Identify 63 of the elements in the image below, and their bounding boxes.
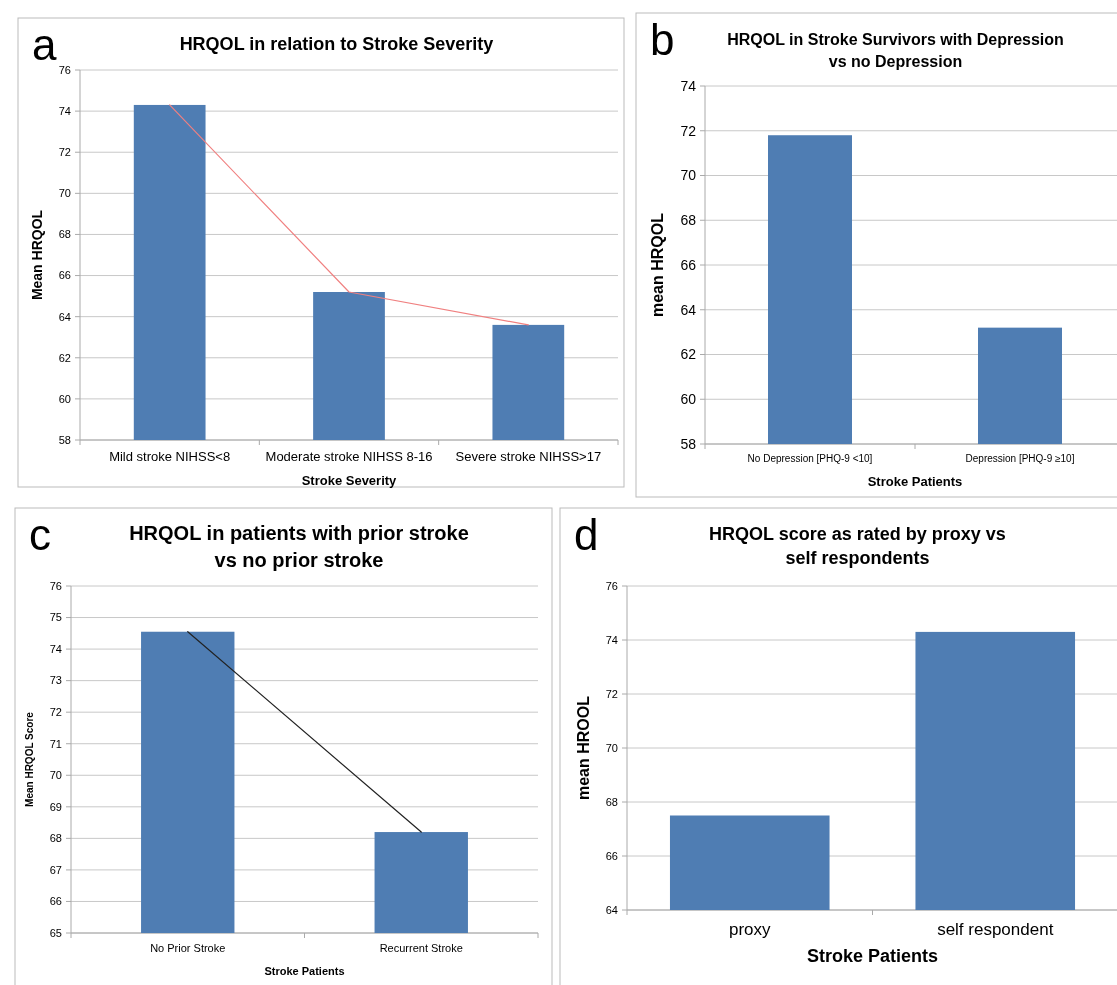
y-tick-label: 76 (58, 63, 71, 76)
y-axis-title: mean HRQOL (649, 212, 667, 318)
text: b (650, 15, 675, 64)
chart-title: HRQOL in Stroke Survivors with Depression vs no Depression (727, 31, 1064, 70)
y-tick-label: 74 (49, 642, 62, 655)
y-tick-label: 70 (680, 167, 697, 184)
x-tick-label: Severe stroke NIHSS>17 (455, 449, 602, 464)
y-tick-label: 60 (680, 391, 697, 408)
y-tick-label: 72 (58, 146, 71, 159)
y-tick-label: 76 (49, 579, 62, 592)
y-tick-label: 60 (58, 392, 71, 405)
y-tick-label: 70 (58, 187, 71, 200)
x-axis-title: Stroke Patients (867, 473, 963, 489)
x-tick-label: Moderate stroke NIHSS 8-16 (265, 449, 433, 464)
chart-title: HRQOL score as rated by proxy vs self respondents (709, 524, 1006, 569)
x-tick-label: self respondent (937, 920, 1054, 939)
text: a (32, 20, 57, 69)
x-tick-label: Mild stroke NIHSS<8 (109, 449, 231, 464)
x-axis-title: Stroke Severity (301, 472, 398, 488)
y-tick-label: 76 (605, 579, 618, 592)
y-tick-label: 66 (58, 269, 71, 282)
y-tick-label: 72 (680, 122, 697, 139)
y-tick-label: 71 (49, 737, 62, 750)
y-tick-label: 70 (605, 741, 618, 754)
y-tick-label: 67 (49, 863, 62, 876)
y-axis-title: mean HROOL (575, 695, 592, 801)
y-tick-label: 66 (49, 895, 62, 908)
y-axis-title: Mean HRQOL (29, 209, 45, 301)
x-axis-title: Stroke Patients (806, 945, 939, 966)
y-tick-label: 68 (58, 228, 71, 241)
y-tick-label: 68 (605, 795, 618, 808)
y-tick-label: 64 (605, 903, 618, 916)
x-tick-label: No Depression [PHQ-9 <10] (747, 453, 873, 464)
y-tick-label: 68 (49, 832, 62, 845)
x-axis-title: Stroke Patients (264, 964, 345, 977)
x-tick-label: No Prior Stroke (150, 942, 226, 954)
chart-title: HRQOL in patients with prior stroke vs no prior stroke (129, 522, 469, 571)
y-tick-label: 64 (680, 301, 697, 318)
x-tick-label: Recurrent Stroke (379, 942, 463, 954)
y-tick-label: 66 (680, 256, 697, 273)
y-tick-label: 58 (58, 433, 71, 446)
y-tick-label: 72 (49, 706, 62, 719)
y-tick-label: 68 (680, 212, 697, 229)
text: d (574, 510, 599, 559)
x-tick-label: proxy (728, 920, 772, 939)
y-tick-label: 74 (605, 633, 618, 646)
y-tick-label: 69 (49, 800, 62, 813)
y-tick-label: 62 (58, 351, 71, 364)
y-tick-label: 75 (49, 611, 62, 624)
y-tick-label: 74 (58, 104, 71, 117)
y-tick-label: 72 (605, 687, 618, 700)
y-tick-label: 58 (680, 435, 697, 452)
y-tick-label: 73 (49, 674, 62, 687)
y-tick-label: 62 (680, 346, 697, 363)
x-tick-label: Depression [PHQ-9 ≥10] (965, 453, 1075, 464)
chart-title: HRQOL in relation to Stroke Severity (179, 34, 494, 54)
y-tick-label: 64 (58, 310, 71, 323)
y-tick-label: 74 (680, 77, 697, 94)
y-axis-title: Mean HRQOL Score (24, 711, 35, 807)
y-tick-label: 65 (49, 926, 62, 939)
y-tick-label: 66 (605, 849, 618, 862)
y-tick-label: 70 (49, 769, 62, 782)
text: c (29, 510, 51, 559)
